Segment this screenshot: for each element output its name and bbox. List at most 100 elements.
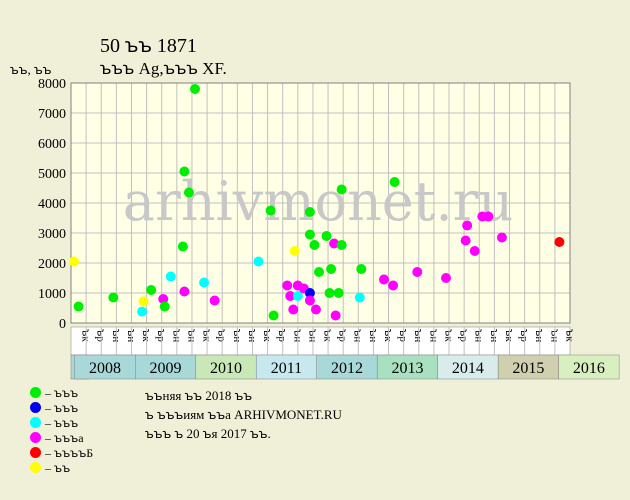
x-tick-label: ꙏн: [231, 329, 243, 342]
data-point: [379, 274, 390, 285]
x-tick-label: ꙏн: [306, 329, 318, 342]
scatter-chart: arhivmonet.ru 0 1000 2000 3000 4000 5000 6000 7…: [38, 77, 620, 380]
x-tick-label: ꙏр: [518, 329, 530, 342]
y-tick-label: 3000: [38, 227, 66, 242]
chart-title: 50 ꙏꙏ 1871: [100, 35, 197, 57]
data-point: [389, 177, 400, 187]
x-tick-label: ꙏр: [337, 329, 349, 342]
data-point: [304, 288, 315, 298]
legend-swatch: [30, 402, 41, 413]
legend: – ꙏꙏꙏ – ꙏꙏꙏ – ꙏꙏꙏ – ꙏꙏꙏа – ꙏꙏꙏꙏБ – ꙏꙏ: [30, 385, 93, 475]
y-tick-label: 0: [59, 317, 66, 332]
data-point: [356, 264, 367, 274]
x-tick-label: ꙏк: [201, 329, 213, 342]
x-tick-label: ꙏн: [548, 329, 560, 342]
data-point: [309, 240, 320, 250]
x-tick-label: ꙏр: [397, 329, 409, 342]
data-point: [69, 256, 80, 267]
data-point: [333, 288, 344, 298]
plot-border: [70, 82, 571, 324]
data-point: [304, 229, 315, 240]
data-point: [310, 304, 321, 315]
y-tick-label: 6000: [38, 137, 66, 152]
legend-item: – ꙏꙏꙏ: [30, 400, 93, 415]
note-line-2: ꙏ ꙏꙏꙏиям ꙏꙏа ARHIVMONET.RU: [145, 407, 342, 422]
data-point: [268, 310, 279, 321]
year-label: 2010: [210, 360, 242, 377]
x-tick-label: ꙏк: [382, 329, 394, 342]
data-point: [265, 205, 276, 216]
x-tick-label: ꙏк: [80, 329, 92, 342]
x-tick-label: ꙏр: [458, 329, 470, 342]
y-axis-label: ꙏꙏ, ꙏꙏ: [10, 62, 52, 77]
x-tick-label: ꙏн: [291, 329, 303, 342]
data-point: [183, 187, 194, 198]
data-point: [138, 296, 149, 307]
year-label: 2011: [271, 360, 302, 377]
data-point: [304, 295, 315, 306]
x-tick-label: ꙏр: [95, 329, 107, 342]
legend-swatch: [30, 417, 41, 428]
year-band-cell: [437, 354, 499, 380]
year-band-cell: [376, 354, 438, 380]
x-tick-label: ꙏк: [140, 329, 152, 342]
year-label: 2009: [150, 360, 182, 377]
data-point: [253, 256, 264, 267]
data-point: [108, 292, 119, 303]
x-tick-label: ꙏр: [276, 329, 288, 342]
legend-label: – ꙏꙏꙏꙏБ: [45, 446, 94, 460]
year-band-cell: [497, 354, 559, 380]
data-point: [462, 220, 473, 231]
year-label: 2014: [452, 360, 484, 377]
year-band-cell: [195, 354, 257, 380]
data-point: [137, 306, 148, 317]
data-point: [158, 294, 169, 304]
data-point: [354, 292, 365, 303]
legend-item: – ꙏꙏꙏꙏБ: [30, 445, 93, 460]
x-tick-label: ꙏк: [261, 329, 273, 342]
data-point: [282, 280, 293, 291]
year-label: 2008: [89, 360, 121, 377]
x-tick-label: ꙏн: [367, 329, 379, 342]
note-line-1: ꙏꙏняя ꙏꙏ 2018 ꙏꙏ: [145, 388, 253, 403]
year-band-cell: [255, 354, 317, 380]
legend-label: – ꙏꙏꙏ: [45, 386, 79, 400]
data-point: [324, 288, 335, 298]
data-point: [189, 84, 200, 94]
data-point: [159, 301, 170, 312]
chart-subtitle: ꙏꙏꙏ Ag,ꙏꙏꙏ XF.: [100, 59, 227, 78]
data-point: [496, 232, 507, 243]
data-point: [304, 207, 315, 217]
data-point: [209, 295, 220, 306]
data-point: [292, 291, 303, 301]
data-point: [412, 267, 423, 277]
x-tick-band: [70, 326, 571, 356]
y-tick-label: 7000: [38, 107, 66, 122]
year-band-cell: [135, 354, 196, 380]
y-tick-label: 8000: [38, 77, 66, 92]
watermark: arhivmonet.ru: [123, 170, 513, 233]
year-band-cell: [558, 354, 620, 380]
data-point: [554, 237, 565, 247]
y-tick-label: 2000: [38, 257, 66, 272]
x-tick-label: ꙏн: [185, 329, 197, 342]
data-point: [321, 231, 332, 241]
year-label: 2015: [512, 360, 544, 377]
data-point: [483, 211, 494, 222]
legend-label: – ꙏꙏ: [45, 461, 71, 475]
x-tick-label: ꙏк: [322, 329, 334, 342]
x-tick-label: ꙏн: [533, 329, 545, 342]
legend-swatch: [30, 432, 41, 443]
year-label: 2012: [331, 360, 363, 377]
x-tick-label: ꙏн: [125, 329, 137, 342]
data-point: [330, 310, 341, 321]
year-band-cell: [316, 354, 378, 380]
legend-label: – ꙏꙏꙏа: [45, 431, 84, 445]
y-tick-label: 1000: [38, 287, 66, 302]
note-line-3: ꙏꙏꙏ ꙏ 20 ꙏя 2017 ꙏꙏ.: [145, 426, 271, 441]
legend-swatch: [30, 387, 41, 398]
legend-item: – ꙏꙏꙏ: [30, 415, 93, 430]
x-tick-label: ꙏн: [170, 329, 182, 342]
data-point: [336, 184, 347, 195]
y-tick-label: 4000: [38, 197, 66, 212]
